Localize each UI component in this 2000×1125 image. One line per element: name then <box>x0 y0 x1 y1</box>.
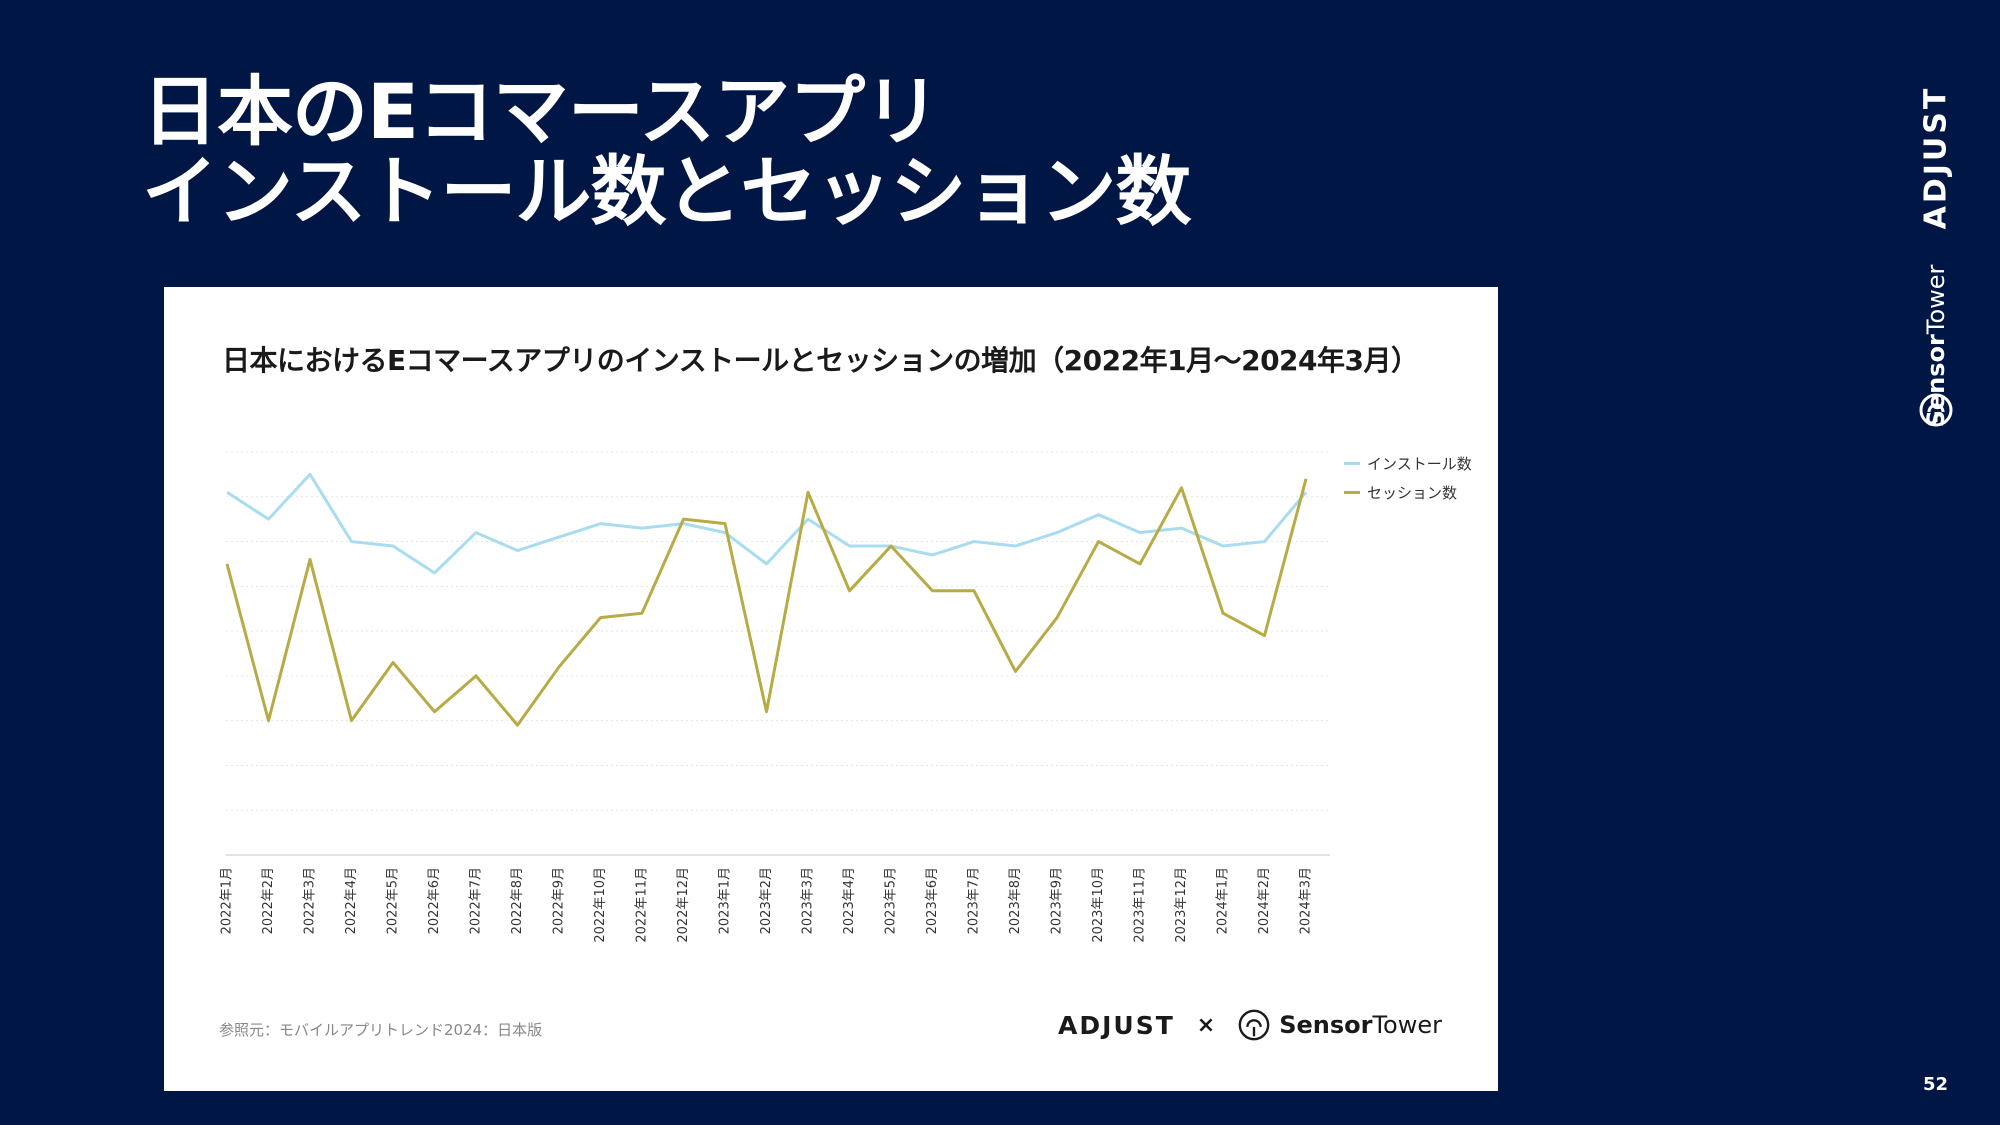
x-tick-label: 2022年5月 <box>386 867 401 934</box>
x-tick-label: 2022年1月 <box>220 867 235 934</box>
legend-label-installs: インストール数 <box>1367 455 1472 473</box>
x-tick-label: 2023年12月 <box>1174 867 1189 943</box>
slide-title-line2: インストール数とセッション数 <box>142 147 1191 236</box>
side-brand: ADJUST SensorTower <box>1906 86 1966 452</box>
x-tick-label: 2023年3月 <box>801 867 816 934</box>
x-tick-label: 2022年11月 <box>635 867 650 943</box>
sensortower-icon <box>1238 1009 1270 1041</box>
page-number: 52 <box>1922 1074 1948 1095</box>
x-tick-label: 2022年4月 <box>344 867 359 934</box>
x-tick-label: 2023年8月 <box>1008 867 1023 934</box>
x-tick-label: 2022年12月 <box>676 867 691 943</box>
sensor-light: Tower <box>1372 1011 1442 1039</box>
brand-separator: × <box>1196 1012 1216 1038</box>
side-adjust-logo: ADJUST <box>1918 85 1954 230</box>
x-tick-label: 2023年6月 <box>925 867 940 934</box>
x-tick-label: 2022年2月 <box>261 867 276 934</box>
legend-swatch-installs <box>1344 462 1360 465</box>
x-tick-label: 2022年10月 <box>593 867 608 943</box>
installs-line <box>226 472 1308 575</box>
x-tick-label: 2023年10月 <box>1091 867 1106 943</box>
side-sensor-light: Tower <box>1922 264 1950 335</box>
x-tick-label: 2022年7月 <box>469 867 484 934</box>
source-note: 参照元：モバイルアプリトレンド2024：日本版 <box>219 1021 543 1039</box>
x-tick-label: 2022年3月 <box>303 867 318 934</box>
legend-item-sessions: セッション数 <box>1344 478 1472 507</box>
sensortower-logo: SensorTower <box>1279 1011 1442 1039</box>
slide-title: 日本のEコマースアプリ インストール数とセッション数 <box>142 67 1191 236</box>
x-tick-label: 2024年3月 <box>1299 867 1314 934</box>
sessions-line <box>225 478 1308 727</box>
legend-swatch-sessions <box>1344 491 1360 494</box>
chart-legend: インストール数 セッション数 <box>1344 449 1472 507</box>
x-tick-label: 2022年9月 <box>552 867 567 934</box>
x-tick-label: 2023年9月 <box>1050 867 1065 934</box>
sensortower-icon <box>1919 393 1953 427</box>
slide-title-line1: 日本のEコマースアプリ <box>142 67 940 156</box>
x-tick-label: 2024年2月 <box>1257 867 1272 934</box>
x-tick-label: 2022年6月 <box>427 867 442 934</box>
footer-brand: ADJUST × SensorTower <box>1058 1005 1442 1045</box>
x-tick-label: 2023年5月 <box>884 867 899 934</box>
x-tick-label: 2023年1月 <box>718 867 733 934</box>
x-tick-label: 2022年8月 <box>510 867 525 934</box>
line-chart: 2022年1月 2022年2月 2022年3月 2022年4月 2022年5月 2022年… <box>220 451 1330 943</box>
legend-item-installs: インストール数 <box>1344 449 1472 478</box>
legend-label-sessions: セッション数 <box>1367 484 1458 502</box>
x-tick-label: 2023年4月 <box>842 867 857 934</box>
chart-card: 日本におけるEコマースアプリのインストールとセッションの増加（2022年1月～2… <box>164 287 1498 1091</box>
x-tick-label: 2023年2月 <box>759 867 774 934</box>
sensor-bold: Sensor <box>1279 1011 1373 1039</box>
x-tick-label: 2023年11月 <box>1133 867 1148 943</box>
adjust-logo: ADJUST <box>1058 1010 1175 1040</box>
chart-title: 日本におけるEコマースアプリのインストールとセッションの増加（2022年1月～2… <box>222 344 1419 377</box>
x-tick-label: 2024年1月 <box>1216 867 1231 934</box>
x-tick-label: 2023年7月 <box>967 867 982 934</box>
